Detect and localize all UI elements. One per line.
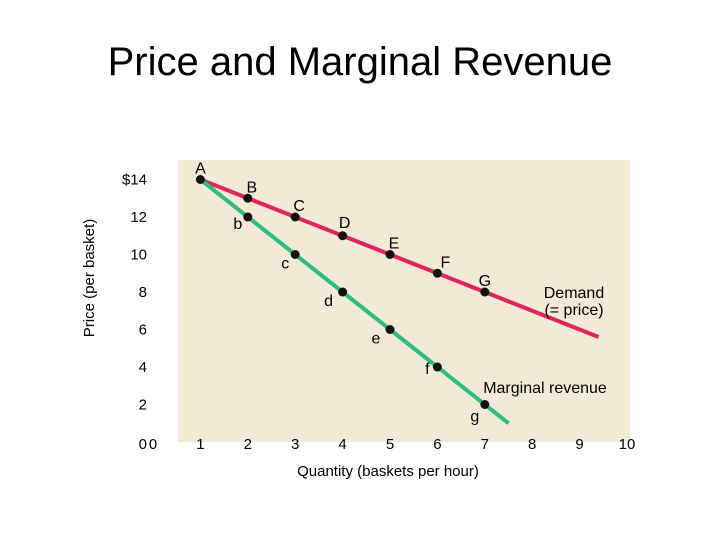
data-point-D bbox=[338, 231, 348, 241]
y-tick-label: $14 bbox=[122, 172, 147, 189]
data-point-F bbox=[432, 268, 442, 278]
x-tick-label: 2 bbox=[244, 436, 252, 453]
y-axis-title: Price (per basket) bbox=[81, 219, 98, 337]
data-point-c bbox=[290, 250, 300, 259]
y-tick-label: 12 bbox=[130, 209, 147, 226]
point-label-G: G bbox=[479, 273, 491, 290]
x-tick-label: 3 bbox=[291, 436, 299, 453]
y-tick-label: 2 bbox=[139, 397, 147, 414]
series-points bbox=[195, 175, 490, 409]
point-label-b: b bbox=[233, 216, 242, 233]
data-point-f bbox=[432, 362, 442, 372]
data-point-A bbox=[195, 175, 205, 184]
x-tick-label: 5 bbox=[386, 436, 394, 453]
point-label-e: e bbox=[372, 331, 381, 348]
y-tick-label: 4 bbox=[139, 359, 147, 376]
point-label-D: D bbox=[339, 215, 351, 232]
y-tick-label: 8 bbox=[139, 284, 147, 301]
x-tick-label: 0 bbox=[149, 436, 157, 453]
slide-title: Price and Marginal Revenue bbox=[107, 40, 613, 84]
plot-background bbox=[178, 160, 630, 442]
point-label-A: A bbox=[195, 161, 206, 178]
point-label-F: F bbox=[441, 254, 451, 271]
data-point-E bbox=[385, 250, 395, 259]
y-tick-label: 6 bbox=[139, 322, 147, 339]
point-label-C: C bbox=[293, 198, 305, 215]
data-point-G bbox=[480, 287, 490, 297]
series-line-0 bbox=[199, 177, 600, 339]
x-tick-label: 7 bbox=[481, 436, 489, 453]
x-tick-label: 4 bbox=[338, 436, 346, 453]
x-tick-labels: 0 1 2 3 4 5 6 7 8 9 10 bbox=[149, 436, 636, 453]
point-label-c: c bbox=[281, 256, 289, 273]
data-point-g bbox=[480, 400, 490, 409]
y-tick-label: 10 bbox=[130, 247, 147, 264]
point-label-d: d bbox=[324, 293, 333, 310]
data-point-B bbox=[243, 193, 253, 203]
point-labels: A B C D E F Gb c d e f g bbox=[195, 161, 491, 426]
point-label-f: f bbox=[425, 361, 430, 378]
point-label-E: E bbox=[389, 236, 400, 253]
x-tick-label: 1 bbox=[196, 436, 204, 453]
y-tick-labels: 0 2 4 6 8 10 12 $14 bbox=[122, 172, 147, 454]
point-label-B: B bbox=[246, 179, 257, 196]
x-tick-label: 9 bbox=[575, 436, 583, 453]
x-tick-label: 8 bbox=[528, 436, 536, 453]
curve-labels: Demand(= price) Marginal revenue bbox=[483, 285, 607, 397]
x-tick-label: 6 bbox=[433, 436, 441, 453]
curve-label-demand: Demand bbox=[544, 285, 604, 302]
point-label-g: g bbox=[470, 409, 479, 426]
series-lines bbox=[199, 177, 600, 425]
curve-label-demand: (= price) bbox=[544, 302, 603, 319]
y-tick-label: 0 bbox=[139, 436, 147, 453]
series-line-1 bbox=[199, 177, 510, 425]
data-point-C bbox=[290, 212, 300, 222]
data-point-d bbox=[338, 287, 348, 297]
x-tick-label: 10 bbox=[619, 436, 636, 453]
data-point-b bbox=[243, 212, 253, 222]
data-point-e bbox=[385, 325, 395, 334]
curve-label-marginal-revenue: Marginal revenue bbox=[483, 380, 607, 397]
x-axis-title: Quantity (baskets per hour) bbox=[297, 463, 479, 480]
